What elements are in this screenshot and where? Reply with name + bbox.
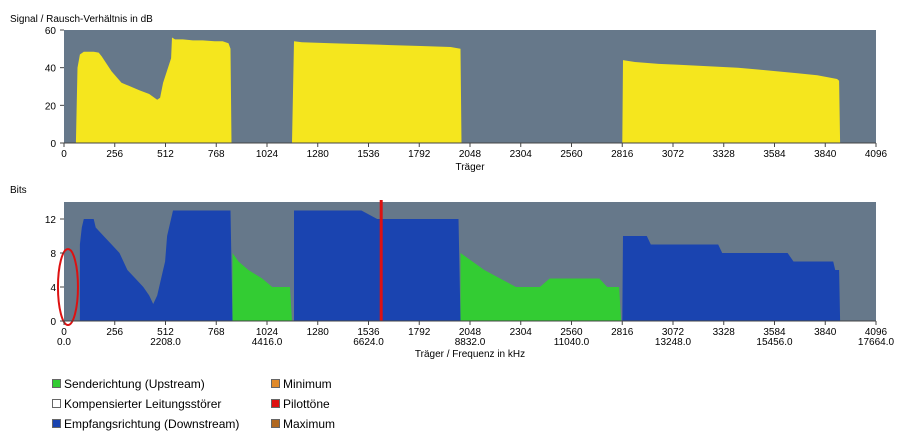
x-tick-label: 768	[208, 327, 225, 338]
x-axis-label: Träger / Frequenz in kHz	[415, 349, 525, 360]
freq-tick-label: 8832.0	[455, 337, 486, 348]
legend-item-maximum: Maximum	[271, 417, 335, 431]
x-tick-label: 4096	[865, 149, 888, 160]
legend-label: Senderichtung (Upstream)	[64, 377, 205, 391]
freq-tick-label: 2208.0	[150, 337, 181, 348]
series-area-2	[622, 236, 841, 321]
x-tick-label: 256	[106, 327, 123, 338]
freq-tick-label: 4416.0	[252, 337, 283, 348]
x-tick-label: 1792	[408, 149, 431, 160]
x-tick-label: 2560	[560, 149, 583, 160]
x-tick-label: 768	[208, 149, 225, 160]
x-tick-label: 3072	[662, 327, 685, 338]
freq-tick-label: 15456.0	[756, 337, 793, 348]
x-tick-label: 1280	[307, 327, 330, 338]
x-tick-label: 3584	[763, 149, 786, 160]
x-tick-label: 1024	[256, 149, 279, 160]
legend-label: Kompensierter Leitungsstörer	[64, 397, 222, 411]
y-tick-label: 12	[45, 215, 57, 226]
chart-title: Signal / Rausch-Verhältnis in dB	[10, 14, 153, 25]
legend-item-downstream: Empfangsrichtung (Downstream)	[52, 417, 239, 431]
y-tick-label: 0	[50, 317, 56, 328]
freq-tick-label: 0.0	[57, 337, 71, 348]
legend-swatch-crosstalk	[52, 399, 61, 409]
y-tick-label: 0	[50, 139, 56, 150]
x-tick-label: 0	[61, 149, 67, 160]
legend-label: Pilottöne	[283, 397, 330, 411]
x-tick-label: 3328	[713, 327, 736, 338]
legend-label: Empfangsrichtung (Downstream)	[64, 417, 240, 431]
legend-item-minimum: Minimum	[271, 377, 332, 391]
snr-chart: Signal / Rausch-Verhältnis in dB 0 20 40 60 0…	[10, 14, 888, 173]
x-tick-label: 2816	[611, 327, 634, 338]
legend-swatch-minimum	[271, 379, 280, 389]
y-tick-label: 8	[50, 249, 56, 260]
series-area-4	[460, 253, 622, 321]
series-area-0	[79, 210, 233, 321]
x-tick-label: 2048	[459, 149, 482, 160]
x-tick-label: 512	[157, 327, 174, 338]
x-tick-label: 1792	[408, 327, 431, 338]
x-tick-label: 1280	[307, 149, 330, 160]
x-tick-label: 512	[157, 149, 174, 160]
x-tick-label: 2048	[459, 327, 482, 338]
legend-swatch-pilot	[271, 399, 280, 409]
x-axis-label: Träger	[455, 162, 485, 173]
x-tick-label: 2560	[560, 327, 583, 338]
x-tick-label: 3072	[662, 149, 685, 160]
freq-tick-label: 6624.0	[353, 337, 384, 348]
x-tick-label: 2304	[510, 149, 533, 160]
series-area-0	[75, 37, 841, 143]
freq-tick-label: 17664.0	[858, 337, 895, 348]
legend-swatch-maximum	[271, 419, 280, 429]
series-area-1	[294, 210, 461, 321]
y-tick-label: 4	[50, 283, 56, 294]
x-tick-label: 2816	[611, 149, 634, 160]
x-tick-label: 1536	[357, 149, 380, 160]
y-tick-label: 60	[45, 26, 57, 37]
x-tick-label: 4096	[865, 327, 888, 338]
y-tick-label: 20	[45, 101, 57, 112]
x-tick-label: 3840	[814, 149, 837, 160]
y-tick-label: 40	[45, 64, 57, 75]
legend-swatch-downstream	[52, 419, 61, 429]
series-area-3	[232, 253, 292, 321]
x-tick-label: 1024	[256, 327, 279, 338]
legend-swatch-upstream	[52, 379, 61, 389]
legend-label: Minimum	[283, 377, 332, 391]
x-tick-label: 1536	[357, 327, 380, 338]
x-tick-label: 3840	[814, 327, 837, 338]
x-tick-label: 3328	[713, 149, 736, 160]
legend-item-upstream: Senderichtung (Upstream)	[52, 377, 205, 391]
x-tick-label: 3584	[763, 327, 786, 338]
chart-title: Bits	[10, 185, 27, 196]
highlight-ellipse	[56, 248, 79, 326]
x-tick-label: 256	[106, 149, 123, 160]
x-tick-label: 2304	[510, 327, 533, 338]
freq-tick-label: 13248.0	[655, 337, 692, 348]
legend-label: Maximum	[283, 417, 336, 431]
legend-item-pilot: Pilottöne	[271, 397, 330, 411]
legend-item-crosstalk: Kompensierter Leitungsstörer	[52, 397, 221, 411]
freq-tick-label: 11040.0	[554, 337, 590, 348]
x-tick-label: 0	[61, 327, 67, 338]
